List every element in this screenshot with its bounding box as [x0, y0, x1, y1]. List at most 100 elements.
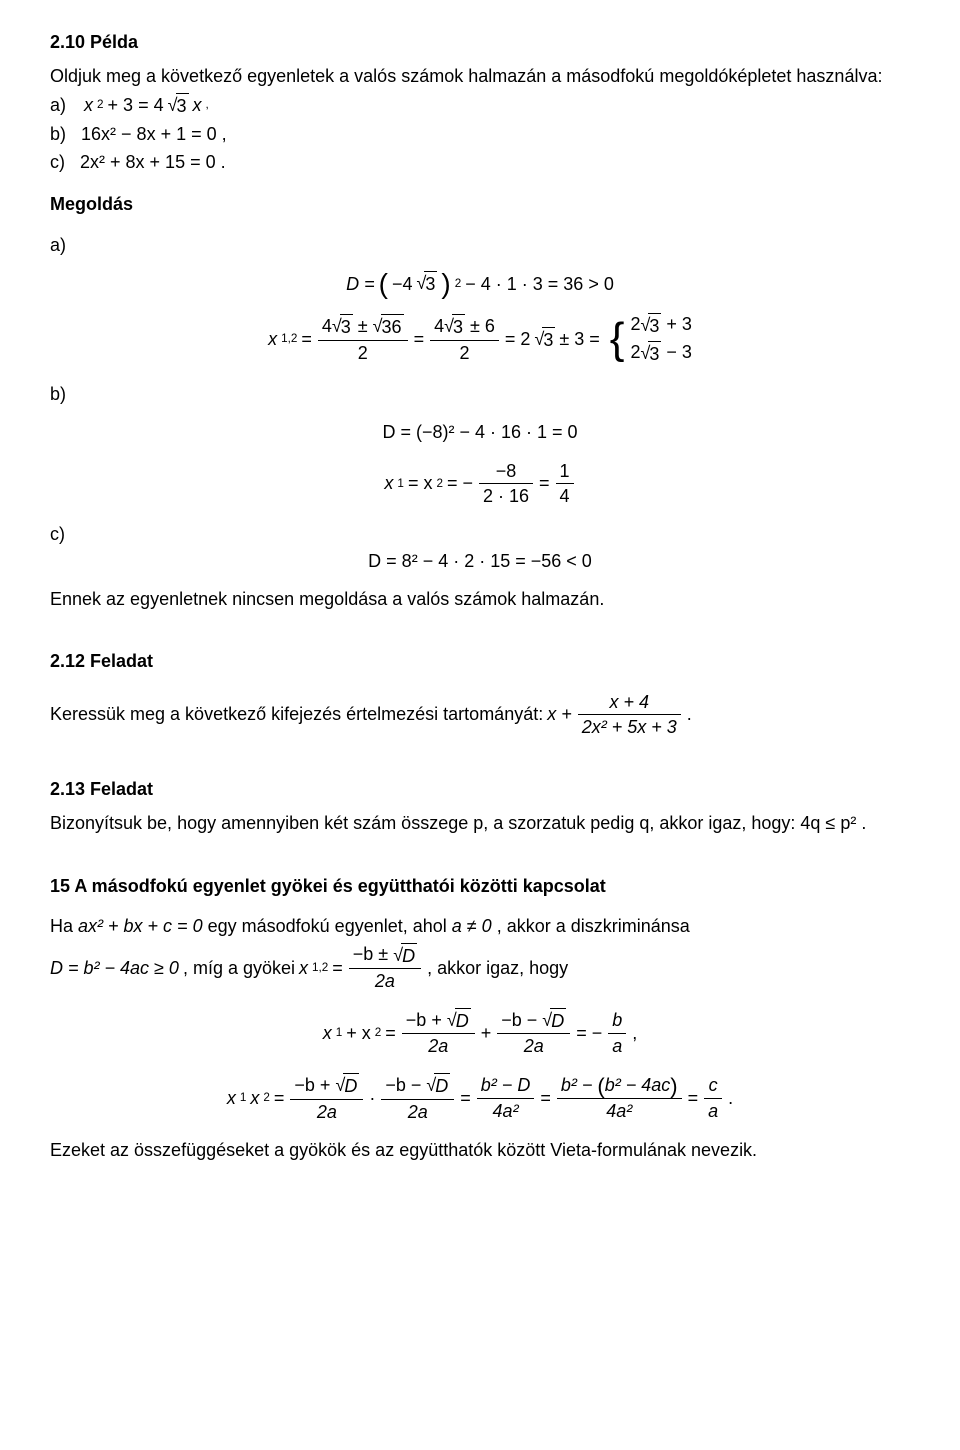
solution: Megoldás a) D = ( −4 √3 )2 − 4 · 1 · 3 =… — [50, 192, 910, 611]
comma: , — [632, 1021, 637, 1045]
sqrt-icon: √36 — [373, 314, 404, 339]
s2: 2 — [375, 1025, 382, 1041]
eq-c-expr: 2x² + 8x + 15 = 0 . — [80, 152, 226, 172]
solution-c-label: c) — [50, 522, 910, 546]
pre: b² − — [561, 1075, 598, 1095]
sqrt-icon: √D — [335, 1073, 359, 1098]
fraction: −b − √D 2a — [381, 1073, 454, 1124]
eq2: = — [460, 1086, 471, 1110]
fraction: c a — [704, 1073, 722, 1123]
solution-a-label: a) — [50, 233, 910, 257]
s2: 2 — [263, 1090, 270, 1106]
x1: x — [227, 1086, 236, 1110]
in: b² − 4ac — [605, 1075, 671, 1095]
example-2-10-intro: Oldjuk meg a következő egyenletek a való… — [50, 64, 910, 88]
d: 4a² — [477, 1098, 535, 1123]
fraction: b² − D 4a² — [477, 1073, 535, 1123]
eq: = — [274, 1086, 285, 1110]
x2: x — [250, 1086, 259, 1110]
sqrt-icon: √3 — [168, 93, 189, 118]
eq3: = — [540, 1086, 551, 1110]
period: . — [687, 702, 692, 726]
sol-a-sq: 2 — [455, 276, 462, 292]
n: −b + — [294, 1075, 335, 1095]
n: −b − — [501, 1010, 542, 1030]
eq2: = − — [576, 1021, 602, 1045]
num: 1 — [556, 459, 574, 483]
s1: 1 — [336, 1025, 343, 1041]
num: −8 — [479, 459, 533, 483]
den: 2 — [430, 340, 499, 365]
exercise-2-13-heading: 2.13 Feladat — [50, 777, 910, 801]
period: . — [728, 1086, 733, 1110]
ex212-pre: Keressük meg a következő kifejezés értel… — [50, 702, 543, 726]
sol-a-D-pre: D = — [346, 272, 375, 296]
fraction: 1 4 — [556, 459, 574, 509]
s15-l1-post: , akkor a diszkriminánsa — [497, 916, 690, 936]
s15-post: , akkor igaz, hogy — [427, 956, 568, 980]
eq2: = − — [447, 471, 473, 495]
solution-b-roots: x1 = x2 = − −8 2 · 16 = 1 4 — [50, 459, 910, 509]
brace-icon: { — [610, 317, 625, 361]
c2-2: 2 — [630, 342, 640, 362]
sol-a-x-sub: 1,2 — [281, 331, 297, 347]
s15-D: D = b² − 4ac ≥ 0 — [50, 956, 179, 980]
s1: 1 — [240, 1090, 247, 1106]
dot: · — [369, 1086, 375, 1110]
den: 4 — [556, 483, 574, 508]
cases: 2√3 + 3 2√3 − 3 — [630, 310, 691, 368]
solution-a-discriminant: D = ( −4 √3 )2 − 4 · 1 · 3 = 36 > 0 — [50, 271, 910, 296]
solution-b-label: b) — [50, 382, 910, 406]
eq2: = 2 — [505, 327, 531, 351]
sqrt-icon: √3 — [640, 313, 661, 338]
s1: 1 — [397, 476, 404, 492]
example-2-10: 2.10 Példa Oldjuk meg a következő egyenl… — [50, 30, 910, 174]
eq-b-expr: 16x² − 8x + 1 = 0 , — [81, 124, 227, 144]
pm3: ± 3 = — [559, 327, 599, 351]
fraction: −8 2 · 16 — [479, 459, 533, 509]
solution-b-discriminant: D = (−8)² − 4 · 16 · 1 = 0 — [50, 420, 910, 444]
s15-eq: = — [332, 956, 343, 980]
n: c — [704, 1073, 722, 1097]
sqrt-icon: √D — [393, 943, 417, 968]
den: 2x² + 5x + 3 — [578, 714, 681, 739]
vieta-sum: x1 + x2 = −b + √D 2a + −b − √D 2a = − b … — [50, 1008, 910, 1059]
section-15-line2: D = b² − 4ac ≥ 0 , míg a gyökei x1,2 = −… — [50, 942, 910, 993]
s15-xsub: 1,2 — [312, 960, 328, 976]
lp-icon: ( — [597, 1074, 604, 1099]
sol-a-x: x — [268, 327, 277, 351]
s15-l1-eq: ax² + bx + c = 0 — [78, 916, 203, 936]
num-4: 4 — [434, 316, 444, 336]
n: −b + — [406, 1010, 447, 1030]
fraction: 4√3 ± √36 2 — [318, 314, 408, 365]
n: b² − D — [477, 1073, 535, 1097]
den: 2 · 16 — [479, 483, 533, 508]
solution-a-roots: x1,2 = 4√3 ± √36 2 = 4√3 ± 6 2 = 2√3 ± 3… — [50, 310, 910, 368]
section-15: 15 A másodfokú egyenlet gyökei és együtt… — [50, 874, 910, 1162]
exercise-2-12-body: Keressük meg a következő kifejezés értel… — [50, 690, 910, 740]
section-15-line1: Ha ax² + bx + c = 0 egy másodfokú egyenl… — [50, 914, 910, 938]
d: a — [608, 1033, 626, 1058]
s15-l1-a: a ≠ 0 — [452, 916, 492, 936]
num-4: 4 — [322, 316, 332, 336]
exercise-2-13-text: Bizonyítsuk be, hogy amennyiben két szám… — [50, 811, 910, 835]
pm6: ± 6 — [465, 316, 495, 336]
num: x + 4 — [578, 690, 681, 714]
fraction: b² − (b² − 4ac) 4a² — [557, 1073, 682, 1123]
fraction: 4√3 ± 6 2 — [430, 314, 499, 365]
fraction: −b − √D 2a — [497, 1008, 570, 1059]
sqrt-icon: √3 — [534, 327, 555, 352]
sol-a-minus4: −4 — [392, 272, 413, 296]
x1: x — [323, 1021, 332, 1045]
sqrt-icon: √3 — [640, 341, 661, 366]
sqrt-icon: √3 — [332, 314, 353, 339]
d: 2a — [381, 1099, 454, 1124]
section-15-closing: Ezeket az összefüggéseket a gyökök és az… — [50, 1138, 910, 1162]
c2-m3: − 3 — [661, 342, 692, 362]
ex212-x: x + — [547, 702, 572, 726]
fraction: −b + √D 2a — [290, 1073, 363, 1124]
den: 2a — [402, 1033, 475, 1058]
fraction: −b + √D 2a — [402, 1008, 475, 1059]
eq-a-mid: + 3 = 4 — [108, 93, 164, 117]
pm: ± — [353, 316, 373, 336]
